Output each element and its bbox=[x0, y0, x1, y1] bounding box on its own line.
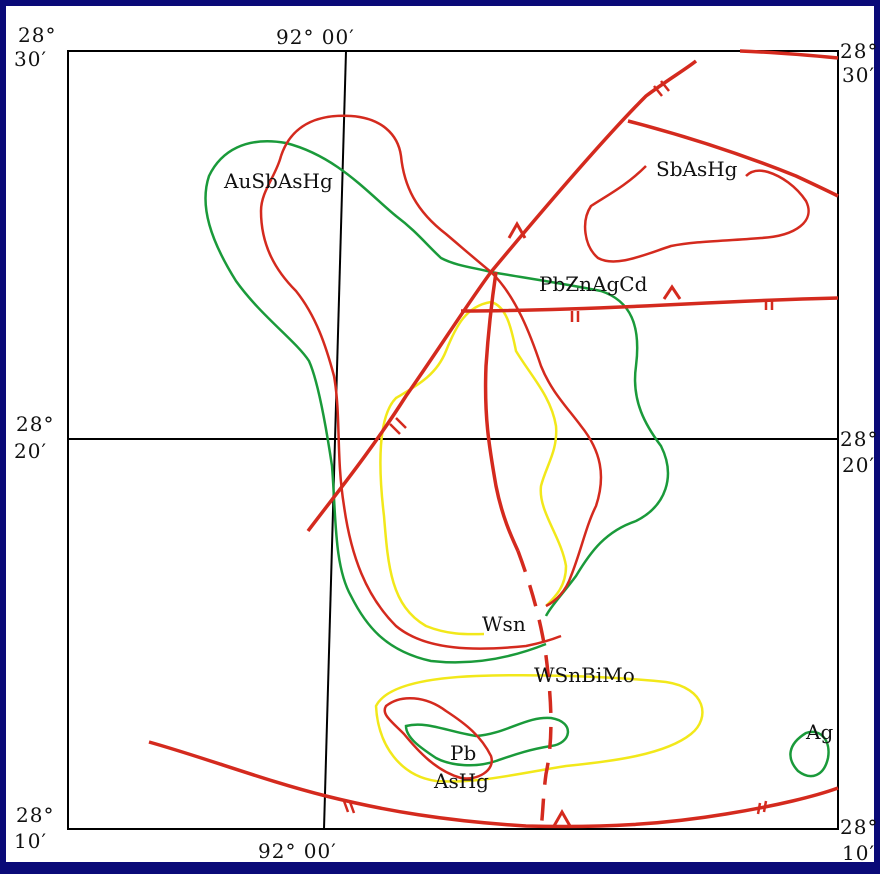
coord-mid-left-min: 20′ bbox=[14, 439, 47, 463]
green-contour-east-lobe bbox=[490, 270, 670, 617]
grid-line-lon-92 bbox=[323, 50, 347, 830]
yellow-contour-wsnbimo bbox=[374, 674, 704, 783]
coord-mid-right-deg: 28° bbox=[840, 427, 878, 451]
label-ashg: AsHg bbox=[433, 769, 489, 793]
green-contour-ag bbox=[789, 730, 830, 778]
yellow-contour-wsn bbox=[379, 300, 568, 636]
coord-mid-right-min: 20′ bbox=[842, 453, 875, 477]
coord-bottom-lon: 92° 00′ bbox=[258, 839, 337, 863]
green-contour-pb bbox=[404, 716, 570, 767]
fault-arrows bbox=[507, 220, 682, 827]
fault-ne-main bbox=[306, 59, 698, 533]
label-ausbashg: AuSbAsHg bbox=[223, 169, 333, 193]
coord-mid-left-deg: 28° bbox=[16, 412, 54, 436]
coord-bottom-right-deg: 28° bbox=[840, 815, 878, 839]
fault-tick-marks bbox=[342, 80, 774, 815]
fault-south bbox=[148, 740, 839, 829]
label-ag: Ag bbox=[805, 720, 833, 744]
label-pbznagcd: PbZnAgCd bbox=[539, 272, 648, 296]
label-wsn: Wsn bbox=[482, 612, 526, 636]
coord-top-right-min: 30′ bbox=[842, 63, 875, 87]
coord-bottom-left-min: 10′ bbox=[14, 829, 47, 853]
fault-east-west-north bbox=[460, 296, 839, 313]
label-pb: Pb bbox=[450, 741, 476, 765]
coord-bottom-right-min: 10′ bbox=[842, 841, 875, 865]
green-contour-ausbashg bbox=[204, 140, 547, 664]
red-contour-pb bbox=[383, 696, 493, 780]
red-contour-sbashg bbox=[583, 165, 810, 263]
red-contour-ausbashg bbox=[259, 114, 562, 650]
fault-north-south-inferred bbox=[516, 550, 553, 829]
label-sbashg: SbAsHg bbox=[656, 157, 738, 181]
fault-top-right-edge bbox=[739, 49, 839, 60]
coord-top-lon: 92° 00′ bbox=[276, 25, 355, 49]
coord-top-right-deg: 28° bbox=[840, 39, 878, 63]
coord-bottom-left-deg: 28° bbox=[16, 803, 54, 827]
geochemical-anomaly-map: AuSbAsHg SbAsHg PbZnAgCd Wsn WSnBiMo Pb … bbox=[14, 23, 878, 865]
coord-top-left-min: 30′ bbox=[14, 47, 47, 71]
fault-north-south bbox=[483, 271, 520, 552]
fault-top-right bbox=[627, 119, 839, 198]
coord-top-left-deg: 28° bbox=[18, 23, 56, 47]
red-contour-inner-east bbox=[490, 271, 603, 608]
label-wsnbimo: WSnBiMo bbox=[534, 663, 635, 687]
